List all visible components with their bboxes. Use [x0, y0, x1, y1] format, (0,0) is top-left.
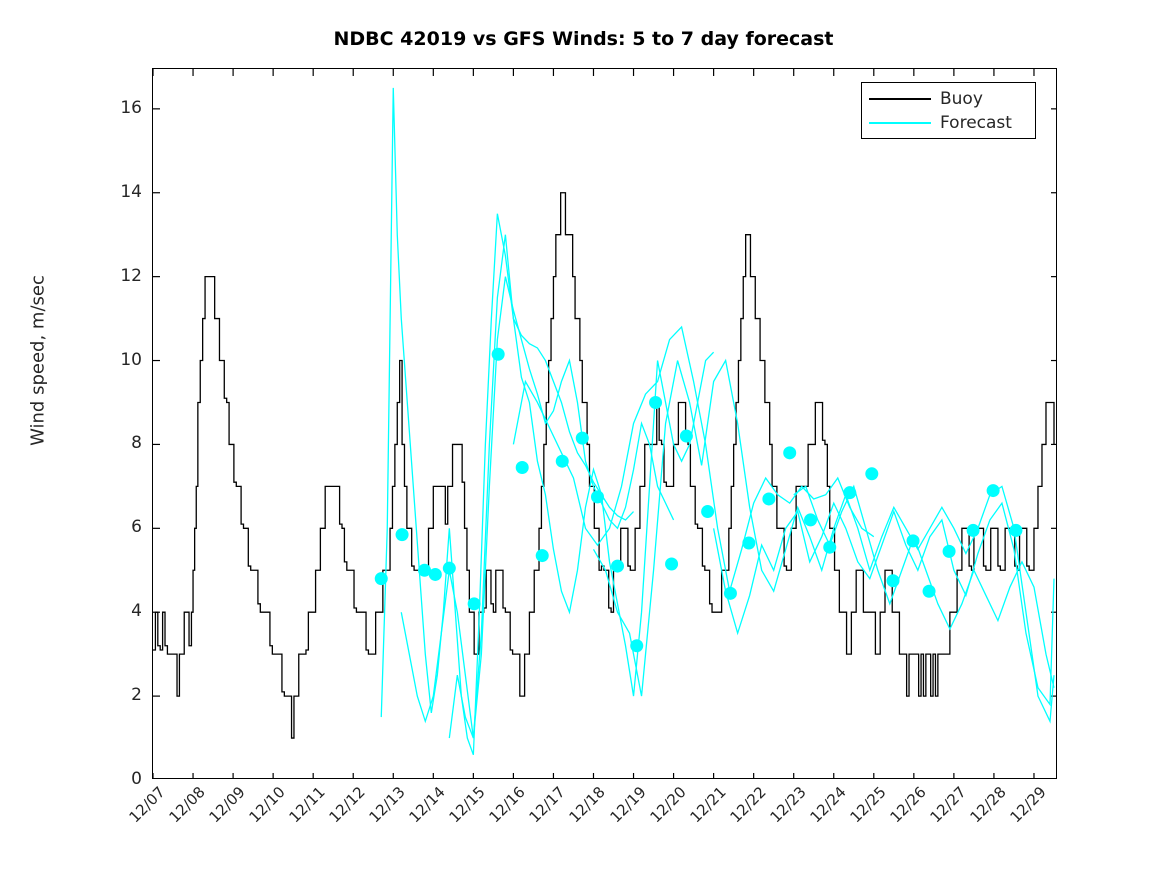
legend-label-buoy: Buoy: [940, 88, 983, 109]
x-tick-label: 12/24: [806, 783, 850, 827]
x-tick-label: 12/12: [325, 783, 369, 827]
y-tick-label: 12: [120, 265, 142, 286]
chart-legend: Buoy Forecast: [861, 82, 1036, 139]
y-tick-label: 0: [131, 769, 142, 789]
y-tick-label: 6: [131, 517, 142, 538]
chart-svg: [153, 69, 1056, 778]
x-tick-label: 12/28: [966, 783, 1010, 827]
y-axis-label-wrapper: Wind speed, m/sec: [0, 0, 49, 446]
x-tick-label: 12/13: [365, 783, 409, 827]
x-tick-label: 12/15: [445, 783, 490, 827]
x-tick-label: 12/22: [726, 783, 770, 827]
y-tick-label: 8: [131, 433, 142, 454]
x-tick-label: 12/08: [165, 783, 209, 827]
y-tick-label: 2: [131, 685, 142, 706]
x-tick-label: 12/07: [125, 783, 169, 827]
legend-swatch-forecast: [869, 122, 931, 124]
x-tick-label: 12/11: [285, 783, 329, 827]
plot-clip: [153, 69, 1056, 778]
plot-area: [152, 68, 1057, 779]
x-tick-label: 12/09: [205, 783, 249, 827]
y-tick-label: 4: [131, 601, 142, 622]
y-axis-tick-labels: 0 2 4 6 8 10 12 14 16: [98, 68, 142, 789]
y-axis-label: Wind speed, m/sec: [27, 275, 49, 446]
x-tick-label: 12/19: [605, 783, 650, 827]
x-tick-label: 12/16: [485, 783, 530, 827]
y-tick-label: 14: [120, 181, 142, 202]
x-tick-label: 12/23: [766, 783, 810, 827]
y-tick-label: 10: [120, 349, 142, 370]
x-tick-label: 12/20: [645, 783, 690, 827]
x-tick-label: 12/10: [245, 783, 289, 827]
legend-item-buoy: Buoy: [869, 87, 1028, 111]
x-tick-label: 12/25: [846, 783, 890, 827]
x-tick-label: 12/14: [405, 783, 450, 827]
x-axis-tick-labels: 12/07 12/08 12/09 12/10 12/11 12/12 12/13 12/14…: [125, 783, 1057, 875]
page-title: NDBC 42019 vs GFS Winds: 5 to 7 day fore…: [333, 28, 834, 50]
x-tick-label: 12/18: [565, 783, 610, 827]
legend-label-forecast: Forecast: [940, 112, 1012, 133]
x-tick-label: 12/26: [886, 783, 930, 827]
x-tick-label: 12/21: [686, 783, 730, 827]
legend-swatch-buoy: [869, 98, 931, 100]
x-tick-label: 12/29: [1006, 783, 1050, 827]
x-tick-label: 12/27: [926, 783, 970, 827]
y-tick-label: 16: [120, 97, 142, 118]
legend-item-forecast: Forecast: [869, 111, 1028, 135]
x-tick-label: 12/17: [525, 783, 570, 827]
